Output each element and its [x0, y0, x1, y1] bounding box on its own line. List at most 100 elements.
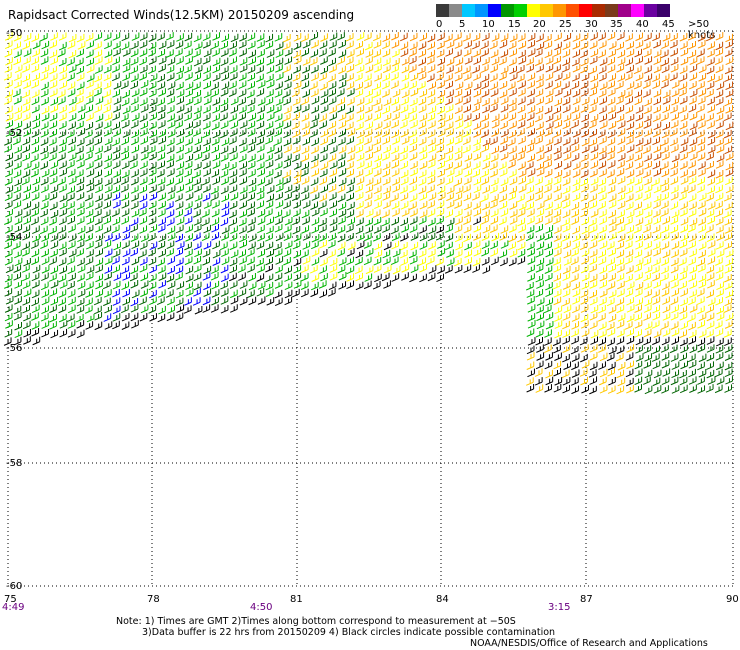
- wind-barb: [131, 209, 140, 218]
- wind-barb: [302, 65, 310, 74]
- wind-barb: [725, 89, 734, 98]
- wind-barb: [184, 32, 193, 42]
- wind-barb: [373, 185, 382, 195]
- wind-barb: [724, 65, 733, 75]
- wind-barb: [318, 224, 327, 234]
- wind-barb: [93, 296, 102, 306]
- wind-barb: [292, 208, 301, 218]
- wind-barb: [23, 329, 31, 338]
- wind-barb: [437, 113, 446, 122]
- wind-barb: [446, 40, 455, 49]
- wind-barb: [545, 88, 554, 98]
- wind-barb: [643, 169, 651, 179]
- wind-barb: [148, 200, 157, 210]
- wind-barb: [536, 129, 544, 138]
- wind-barb: [642, 224, 651, 234]
- wind-barb: [158, 56, 167, 65]
- wind-barb: [580, 161, 589, 170]
- wind-barb: [122, 105, 131, 115]
- wind-barb: [49, 65, 57, 75]
- wind-barb: [563, 161, 572, 170]
- wind-barb: [49, 40, 57, 49]
- wind-barb: [12, 241, 21, 250]
- wind-barb: [400, 145, 408, 155]
- wind-barb: [554, 329, 562, 339]
- wind-barb: [49, 145, 58, 154]
- wind-barb: [707, 145, 716, 154]
- wind-barb: [32, 113, 40, 123]
- wind-barb: [266, 65, 275, 74]
- wind-barb: [130, 185, 139, 194]
- wind-barb: [283, 144, 292, 154]
- wind-barb: [95, 184, 103, 194]
- wind-barb: [139, 48, 148, 57]
- wind-barb: [157, 81, 166, 90]
- wind-barb: [75, 313, 84, 323]
- wind-barb: [581, 184, 589, 193]
- wind-barb: [40, 161, 48, 170]
- wind-barb: [337, 97, 345, 106]
- wind-barb: [580, 193, 589, 202]
- wind-barb: [500, 152, 509, 161]
- wind-barb: [203, 105, 211, 114]
- wind-barb: [365, 225, 373, 234]
- wind-barb: [481, 48, 489, 57]
- wind-barb: [643, 376, 651, 385]
- lon-label: 81: [290, 594, 303, 605]
- wind-barb: [166, 105, 175, 114]
- wind-barb: [256, 241, 265, 250]
- wind-barb: [158, 217, 166, 226]
- wind-barb: [5, 80, 13, 89]
- wind-barb: [481, 97, 490, 107]
- wind-barb: [112, 280, 121, 290]
- wind-barb: [455, 216, 463, 226]
- wind-barb: [212, 152, 221, 162]
- wind-barb: [41, 40, 50, 50]
- wind-barb: [653, 216, 661, 225]
- wind-barb: [22, 272, 30, 282]
- wind-barb: [644, 297, 653, 307]
- wind-barb: [599, 265, 608, 274]
- wind-barb: [68, 97, 77, 106]
- wind-barb: [626, 113, 635, 123]
- wind-barb: [167, 81, 176, 90]
- wind-barb: [121, 321, 130, 330]
- wind-barb: [58, 297, 66, 306]
- wind-barb: [562, 377, 571, 386]
- wind-barb: [121, 281, 130, 291]
- wind-barb: [671, 369, 680, 379]
- wind-barb: [696, 104, 705, 113]
- wind-barb: [75, 88, 84, 97]
- wind-barb: [625, 185, 634, 195]
- wind-barb: [139, 176, 148, 186]
- wind-barb: [158, 280, 166, 289]
- wind-barb: [75, 96, 84, 105]
- wind-barb: [473, 81, 482, 91]
- wind-barb: [652, 336, 660, 346]
- wind-barb: [598, 89, 607, 98]
- wind-barb: [427, 217, 436, 227]
- wind-barb: [247, 97, 256, 107]
- wind-barb: [391, 32, 399, 41]
- wind-barb: [653, 121, 662, 131]
- wind-barb: [536, 161, 545, 171]
- wind-barb: [581, 216, 589, 226]
- wind-barb: [50, 280, 59, 289]
- wind-barb: [517, 208, 526, 217]
- wind-barb: [625, 201, 634, 211]
- wind-barb: [634, 201, 642, 211]
- wind-barb: [446, 65, 454, 74]
- wind-barb: [561, 64, 570, 73]
- wind-barb: [247, 72, 256, 82]
- wind-barb: [140, 136, 148, 145]
- wind-barb: [572, 184, 580, 193]
- wind-barb: [184, 297, 192, 306]
- wind-barb: [328, 48, 336, 57]
- wind-barb: [562, 104, 571, 114]
- wind-barb: [266, 128, 275, 138]
- wind-barb: [391, 208, 400, 217]
- wind-barb: [94, 240, 103, 249]
- wind-barb: [310, 201, 318, 210]
- wind-barb: [545, 376, 554, 386]
- wind-barb: [509, 48, 517, 58]
